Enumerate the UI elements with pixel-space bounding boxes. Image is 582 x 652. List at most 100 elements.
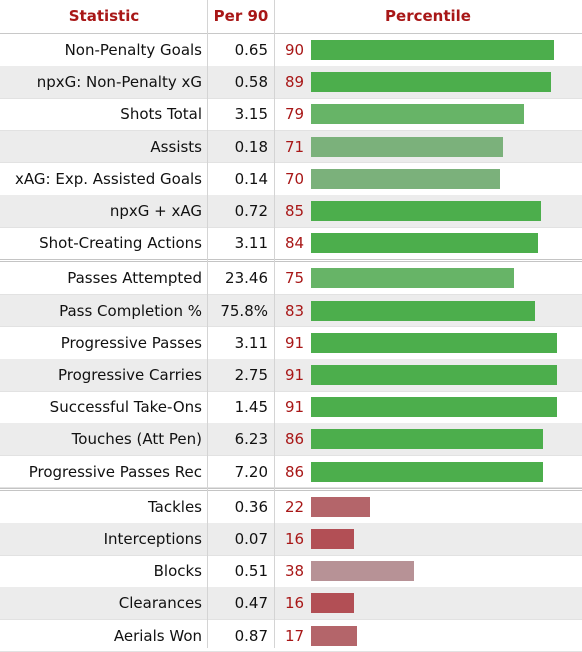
table-header: Statistic Per 90 Percentile (0, 0, 582, 34)
percentile-bar (311, 233, 538, 254)
statistic-label: Clearances (118, 594, 202, 613)
percentile-bar (311, 397, 557, 418)
percentile-bar (311, 332, 557, 353)
header-per-90[interactable]: Per 90 (213, 7, 269, 25)
percentile-value: 75 (285, 269, 305, 288)
statistic-label: Tackles (147, 497, 202, 516)
per-90-value: 0.36 (234, 497, 268, 516)
statistic-label: Blocks (153, 562, 202, 581)
row-divider (0, 326, 582, 328)
percentile-bar (311, 561, 414, 582)
percentile-bar (311, 593, 354, 614)
per-90-value: 0.18 (234, 137, 268, 156)
percentile-bar (311, 136, 503, 157)
per-90-value: 3.11 (234, 333, 268, 352)
statistic-label: Shot-Creating Actions (39, 234, 202, 253)
statistic-label: Progressive Passes Rec (28, 462, 202, 481)
statistic-label: Aerials Won (113, 626, 202, 645)
percentile-bar (311, 104, 524, 125)
column-divider (207, 0, 208, 648)
table-row: Progressive Carries 2.75 91 (0, 359, 582, 391)
percentile-bar (311, 429, 543, 450)
percentile-bar (311, 461, 543, 482)
percentile-value: 90 (285, 41, 305, 59)
per-90-value: 6.23 (234, 430, 268, 449)
percentile-bar (311, 201, 541, 221)
table-row: Successful Take-Ons 1.45 91 (0, 391, 582, 423)
per-90-value: 7.20 (234, 462, 268, 481)
table-row: Pass Completion % 75.8% 83 (0, 294, 582, 327)
statistic-label: npxG: Non-Penalty xG (36, 73, 202, 92)
percentile-value: 16 (285, 594, 305, 613)
row-divider (0, 554, 582, 556)
table-row: Aerials Won 0.87 17 (0, 620, 582, 652)
per-90-value: 0.65 (234, 41, 268, 59)
percentile-value: 83 (285, 301, 305, 320)
statistic-label: xAG: Exp. Assisted Goals (15, 169, 202, 188)
table-row: Shot-Creating Actions 3.11 84 (0, 227, 582, 259)
row-divider (0, 226, 582, 228)
table-row: npxG: Non-Penalty xG 0.58 89 (0, 66, 582, 99)
percentile-value: 91 (285, 398, 305, 417)
percentile-bar (311, 72, 551, 93)
per-90-value: 0.51 (234, 562, 268, 581)
percentile-value: 79 (285, 105, 305, 124)
per-90-value: 75.8% (220, 301, 268, 320)
statistic-label: Non-Penalty Goals (64, 41, 202, 59)
header-statistic[interactable]: Statistic (68, 7, 140, 25)
per-90-value: 0.58 (234, 73, 268, 92)
percentile-value: 85 (285, 202, 305, 220)
per-90-value: 0.72 (234, 202, 268, 220)
percentile-bar (311, 268, 514, 289)
statistic-label: Passes Attempted (67, 269, 202, 288)
percentile-value: 86 (285, 462, 305, 481)
percentile-value: 71 (285, 137, 305, 156)
table-row: xAG: Exp. Assisted Goals 0.14 70 (0, 163, 582, 195)
table-row: Clearances 0.47 16 (0, 587, 582, 620)
row-divider (0, 619, 582, 621)
percentile-value: 17 (285, 626, 305, 645)
percentile-value: 84 (285, 234, 305, 253)
statistic-label: Successful Take-Ons (49, 398, 202, 417)
percentile-value: 86 (285, 430, 305, 449)
per-90-value: 3.15 (234, 105, 268, 124)
table-row: Progressive Passes 3.11 91 (0, 327, 582, 359)
statistic-label: npxG + xAG (109, 202, 202, 220)
per-90-value: 0.47 (234, 594, 268, 613)
group-separator (0, 487, 582, 491)
per-90-value: 0.14 (234, 169, 268, 188)
percentile-value: 89 (285, 73, 305, 92)
row-divider (0, 97, 582, 99)
group-separator (0, 259, 582, 263)
row-divider (0, 390, 582, 392)
statistic-label: Pass Completion % (59, 301, 202, 320)
percentile-bar (311, 40, 554, 60)
per-90-value: 0.87 (234, 626, 268, 645)
percentile-bar (311, 529, 354, 549)
statistic-label: Progressive Passes (60, 333, 202, 352)
per-90-value: 23.46 (225, 269, 268, 288)
header-percentile[interactable]: Percentile (385, 7, 471, 25)
table-row: Blocks 0.51 38 (0, 555, 582, 587)
table-row: Shots Total 3.15 79 (0, 98, 582, 130)
statistic-label: Interceptions (103, 530, 202, 548)
table-row: Tackles 0.36 22 (0, 491, 582, 523)
percentile-value: 16 (285, 530, 305, 548)
table-row: Assists 0.18 71 (0, 130, 582, 163)
percentile-value: 70 (285, 169, 305, 188)
percentile-bar (311, 168, 500, 189)
per-90-value: 2.75 (234, 366, 268, 384)
per-90-value: 1.45 (234, 398, 268, 417)
table-row: Progressive Passes Rec 7.20 86 (0, 456, 582, 488)
row-divider (0, 455, 582, 457)
percentile-bar (311, 365, 557, 385)
statistic-label: Assists (150, 137, 202, 156)
column-divider (274, 0, 275, 648)
percentile-value: 91 (285, 366, 305, 384)
table-row: Touches (Att Pen) 6.23 86 (0, 423, 582, 456)
percentile-value: 38 (285, 562, 305, 581)
table-row: Non-Penalty Goals 0.65 90 (0, 34, 582, 66)
table-row: Passes Attempted 23.46 75 (0, 262, 582, 294)
percentile-value: 22 (285, 497, 305, 516)
statistic-label: Progressive Carries (57, 366, 202, 384)
